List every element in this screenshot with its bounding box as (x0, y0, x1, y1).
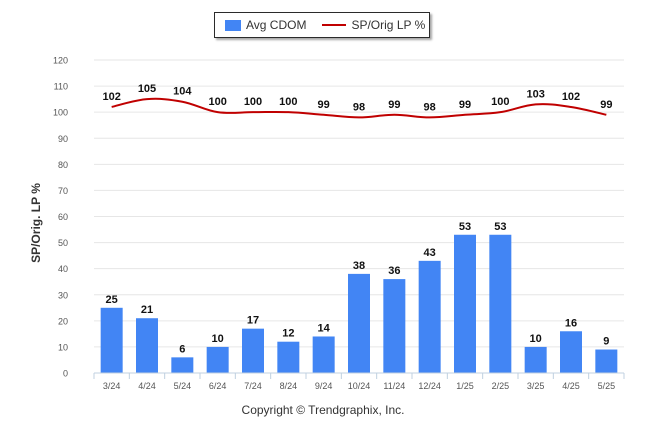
bar[interactable] (277, 341, 300, 373)
x-tick-label: 1/25 (456, 381, 474, 391)
line-data-label: 102 (102, 91, 120, 103)
y-tick-label: 0 (63, 369, 68, 379)
x-tick-label: 6/24 (209, 381, 227, 391)
line-data-label: 98 (424, 101, 436, 113)
line-data-label: 98 (353, 101, 365, 113)
line-path[interactable] (111, 97, 607, 119)
bar-data-label: 14 (318, 322, 331, 334)
x-tick-label: 2/25 (492, 381, 510, 391)
y-tick-label: 50 (58, 238, 68, 248)
y-tick-label: 110 (54, 82, 68, 92)
bar-data-label: 6 (179, 343, 185, 355)
bar[interactable] (171, 357, 194, 373)
bar-data-label: 10 (530, 333, 542, 345)
legend-item-line[interactable]: SP/Orig LP % (322, 18, 425, 32)
line-data-label: 100 (279, 96, 297, 108)
bar[interactable] (312, 336, 335, 373)
x-tick-label: 4/24 (138, 381, 156, 391)
line-data-label: 99 (459, 99, 471, 111)
bar-data-label: 36 (388, 265, 400, 277)
bar-data-label: 12 (282, 328, 294, 340)
bar-data-label: 21 (141, 304, 153, 316)
y-axis: 0 10 20 30 40 50 60 70 80 90 100 110 120 (53, 56, 68, 379)
bar-data-label: 17 (247, 315, 259, 327)
bar-data-label: 25 (106, 294, 118, 306)
grid-lines (94, 59, 624, 348)
y-tick-label: 40 (58, 264, 68, 274)
x-tick-label: 11/24 (383, 381, 405, 391)
line-data-label: 99 (388, 99, 400, 111)
legend: Avg CDOM SP/Orig LP % (214, 12, 430, 38)
bar[interactable] (242, 328, 264, 373)
legend-line-swatch (322, 24, 347, 26)
y-tick-label: 100 (53, 108, 68, 118)
line-data-label: 100 (244, 96, 262, 108)
x-tick-label: 12/24 (418, 381, 441, 391)
line-data-label: 100 (208, 96, 226, 108)
bar[interactable] (100, 307, 123, 373)
x-tick-label: 5/25 (598, 381, 616, 391)
line-data-label: 99 (318, 99, 330, 111)
legend-bar-swatch (225, 19, 241, 31)
x-tick-label: 3/25 (527, 381, 545, 391)
y-tick-label: 70 (58, 186, 68, 196)
y-tick-label: 30 (58, 290, 68, 300)
bar[interactable] (418, 260, 441, 373)
line-data-label: 100 (491, 96, 509, 108)
line-data-label: 104 (173, 86, 192, 98)
x-axis: 3/24 4/24 5/24 6/24 7/24 8/24 9/24 10/24 11/24 12… (93, 372, 625, 391)
bar-data-label: 53 (494, 221, 506, 233)
bar[interactable] (348, 273, 370, 373)
x-tick-label: 10/24 (348, 381, 371, 391)
bar[interactable] (524, 346, 547, 373)
x-tick-label: 8/24 (280, 381, 298, 391)
y-tick-label: 10 (58, 342, 68, 352)
bar-data-label: 16 (565, 317, 577, 329)
x-tick-label: 5/24 (174, 381, 192, 391)
line-series: 102 105 104 100 100 100 99 98 99 98 99 100 103 102 99 (102, 83, 612, 119)
bar-data-label: 53 (459, 221, 471, 233)
y-tick-label: 80 (58, 160, 68, 170)
bar[interactable] (206, 346, 229, 373)
line-data-label: 99 (600, 99, 612, 111)
bar-data-label: 43 (424, 247, 436, 259)
bar[interactable] (489, 234, 512, 373)
bar-series: 25 21 6 10 17 12 14 38 36 43 53 53 10 16 9 (100, 221, 618, 373)
legend-label-bars: Avg CDOM (246, 18, 307, 32)
bar[interactable] (136, 318, 158, 373)
y-tick-label: 90 (58, 134, 68, 144)
x-tick-label: 7/24 (244, 381, 262, 391)
bar-data-label: 9 (603, 336, 609, 348)
y-tick-label: 20 (58, 316, 68, 326)
bar[interactable] (595, 349, 618, 373)
x-tick-label: 4/25 (562, 381, 580, 391)
legend-label-line: SP/Orig LP % (351, 18, 426, 32)
y-axis-title: SP/Orig. LP % (29, 183, 43, 263)
bar[interactable] (454, 234, 476, 373)
bar[interactable] (560, 331, 582, 373)
bar-data-label: 38 (353, 260, 365, 272)
y-tick-label: 120 (53, 56, 68, 66)
copyright-footer: Copyright © Trendgraphix, Inc. (241, 403, 405, 417)
line-data-label: 105 (138, 83, 156, 95)
bar-data-label: 10 (212, 333, 224, 345)
x-tick-label: 9/24 (315, 381, 333, 391)
line-data-label: 102 (562, 91, 580, 103)
y-tick-label: 60 (58, 212, 68, 222)
legend-item-bars[interactable]: Avg CDOM (225, 18, 306, 32)
bar[interactable] (383, 279, 406, 373)
x-tick-label: 3/24 (103, 381, 121, 391)
line-data-label: 103 (526, 88, 544, 100)
